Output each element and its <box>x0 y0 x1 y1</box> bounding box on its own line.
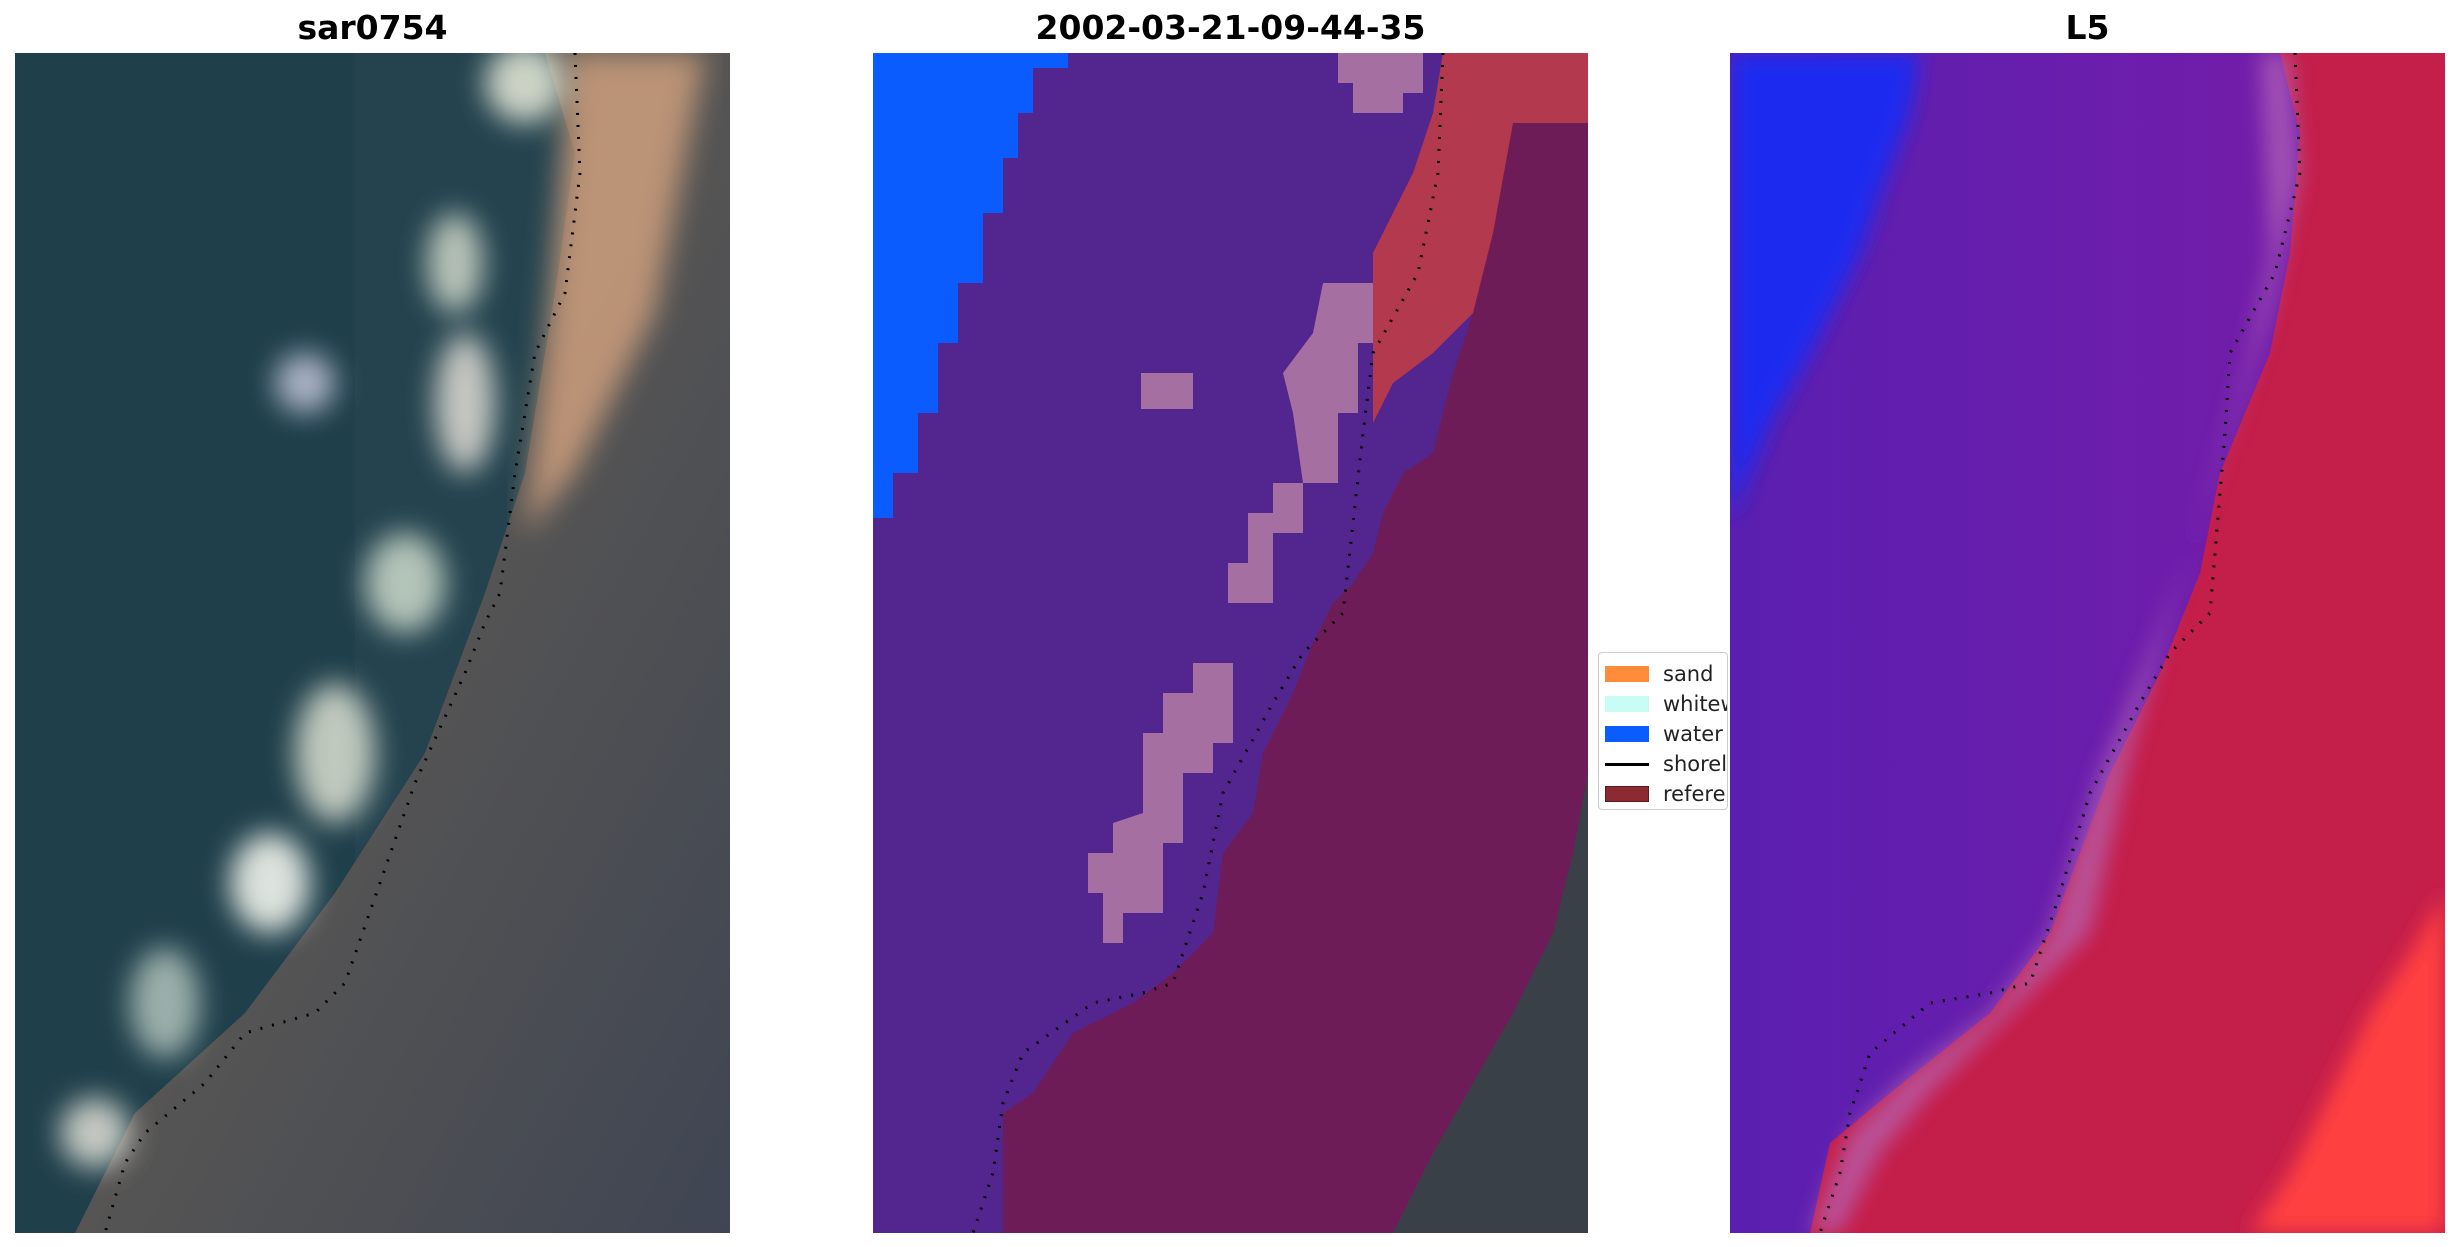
sand-region <box>1373 53 1588 423</box>
rgb-image-panel <box>15 53 730 1233</box>
sand-swatch <box>1605 666 1649 682</box>
whitewater-swatch <box>1605 696 1649 712</box>
land-reference-region <box>1003 53 1588 1233</box>
water-swatch <box>1605 726 1649 742</box>
legend-item-reference: reference <box>1605 781 1727 807</box>
whitewater-strip-lower <box>1088 663 1233 943</box>
panel-title-classification: 2002-03-21-09-44-35 <box>1035 8 1426 47</box>
whitewater-strip <box>1228 283 1373 603</box>
panel-title-l5: L5 <box>2065 8 2110 47</box>
shoreline-swatch <box>1605 762 1649 766</box>
classification-panel <box>873 53 1588 1233</box>
reference-swatch <box>1605 786 1649 802</box>
whitewater-patch <box>1141 373 1193 409</box>
legend-item-sand: sand <box>1605 661 1713 687</box>
legend-item-shoreline: shoreline <box>1605 751 1727 777</box>
legend-item-water: water <box>1605 721 1723 747</box>
shoreline-dotted <box>971 53 1445 1233</box>
l5-panel <box>1730 53 2445 1233</box>
whitewater-region <box>1338 53 1423 113</box>
water-region <box>873 53 1068 518</box>
shoreline-dotted <box>1818 53 2302 1233</box>
land-dark-region <box>1393 773 1588 1233</box>
shoreline-dotted <box>103 53 582 1233</box>
panel-title-rgb: sar0754 <box>297 8 448 47</box>
